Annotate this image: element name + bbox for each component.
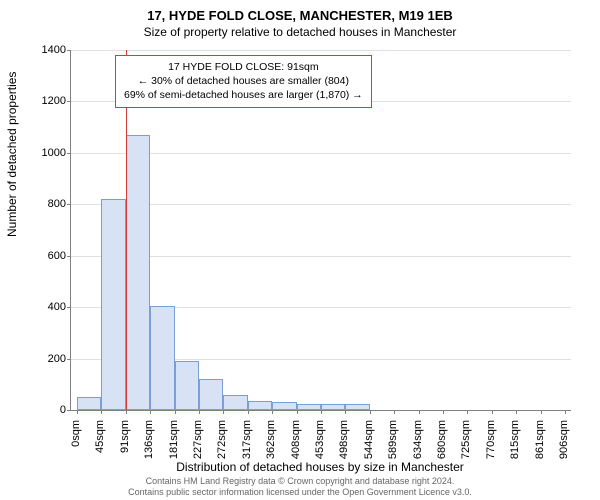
x-tick-mark bbox=[394, 410, 395, 414]
x-tick-mark bbox=[321, 410, 322, 414]
x-tick-mark bbox=[370, 410, 371, 414]
histogram-bar bbox=[321, 404, 345, 410]
x-tick-mark bbox=[492, 410, 493, 414]
x-tick-mark bbox=[223, 410, 224, 414]
chart-title-sub: Size of property relative to detached ho… bbox=[0, 23, 600, 39]
histogram-bar bbox=[345, 404, 369, 410]
y-tick-label: 1000 bbox=[26, 147, 66, 159]
y-tick-label: 800 bbox=[26, 198, 66, 210]
x-tick-mark bbox=[126, 410, 127, 414]
info-box-line1: 17 HYDE FOLD CLOSE: 91sqm bbox=[124, 60, 363, 74]
footer-text: Contains HM Land Registry data © Crown c… bbox=[0, 476, 600, 499]
chart-title-main: 17, HYDE FOLD CLOSE, MANCHESTER, M19 1EB bbox=[0, 0, 600, 23]
histogram-bar bbox=[248, 401, 272, 410]
x-tick-mark bbox=[77, 410, 78, 414]
x-tick-mark bbox=[175, 410, 176, 414]
histogram-bar bbox=[126, 135, 150, 410]
y-tick-mark bbox=[67, 307, 71, 308]
x-tick-mark bbox=[345, 410, 346, 414]
y-tick-mark bbox=[67, 204, 71, 205]
y-tick-mark bbox=[67, 410, 71, 411]
x-tick-mark bbox=[516, 410, 517, 414]
histogram-bar bbox=[272, 402, 296, 410]
y-tick-mark bbox=[67, 50, 71, 51]
gridline bbox=[71, 50, 571, 51]
y-tick-label: 0 bbox=[26, 404, 66, 416]
info-box-line2: ← 30% of detached houses are smaller (80… bbox=[124, 74, 363, 88]
x-tick-mark bbox=[297, 410, 298, 414]
y-tick-label: 1400 bbox=[26, 44, 66, 56]
x-tick-mark bbox=[419, 410, 420, 414]
histogram-bar bbox=[150, 306, 174, 410]
histogram-bar bbox=[199, 379, 223, 410]
info-box-line3: 69% of semi-detached houses are larger (… bbox=[124, 88, 363, 102]
x-tick-mark bbox=[272, 410, 273, 414]
chart-container: 17, HYDE FOLD CLOSE, MANCHESTER, M19 1EB… bbox=[0, 0, 600, 500]
footer-line1: Contains HM Land Registry data © Crown c… bbox=[146, 476, 455, 486]
x-tick-mark bbox=[443, 410, 444, 414]
y-tick-mark bbox=[67, 256, 71, 257]
histogram-bar bbox=[297, 404, 321, 410]
y-tick-label: 1200 bbox=[26, 95, 66, 107]
y-tick-label: 600 bbox=[26, 250, 66, 262]
y-tick-label: 200 bbox=[26, 353, 66, 365]
y-tick-label: 400 bbox=[26, 301, 66, 313]
x-tick-mark bbox=[467, 410, 468, 414]
footer-line2: Contains public sector information licen… bbox=[128, 487, 472, 497]
x-tick-mark bbox=[199, 410, 200, 414]
histogram-bar bbox=[77, 397, 101, 410]
y-axis-label: Number of detached properties bbox=[5, 72, 19, 237]
x-tick-mark bbox=[150, 410, 151, 414]
histogram-bar bbox=[175, 361, 199, 410]
y-tick-mark bbox=[67, 359, 71, 360]
histogram-bar bbox=[101, 199, 125, 410]
x-tick-mark bbox=[541, 410, 542, 414]
histogram-bar bbox=[223, 395, 247, 410]
x-tick-mark bbox=[565, 410, 566, 414]
x-axis-label: Distribution of detached houses by size … bbox=[70, 460, 570, 474]
x-tick-mark bbox=[248, 410, 249, 414]
y-tick-mark bbox=[67, 101, 71, 102]
y-tick-mark bbox=[67, 153, 71, 154]
x-tick-mark bbox=[101, 410, 102, 414]
info-box: 17 HYDE FOLD CLOSE: 91sqm ← 30% of detac… bbox=[115, 55, 372, 108]
